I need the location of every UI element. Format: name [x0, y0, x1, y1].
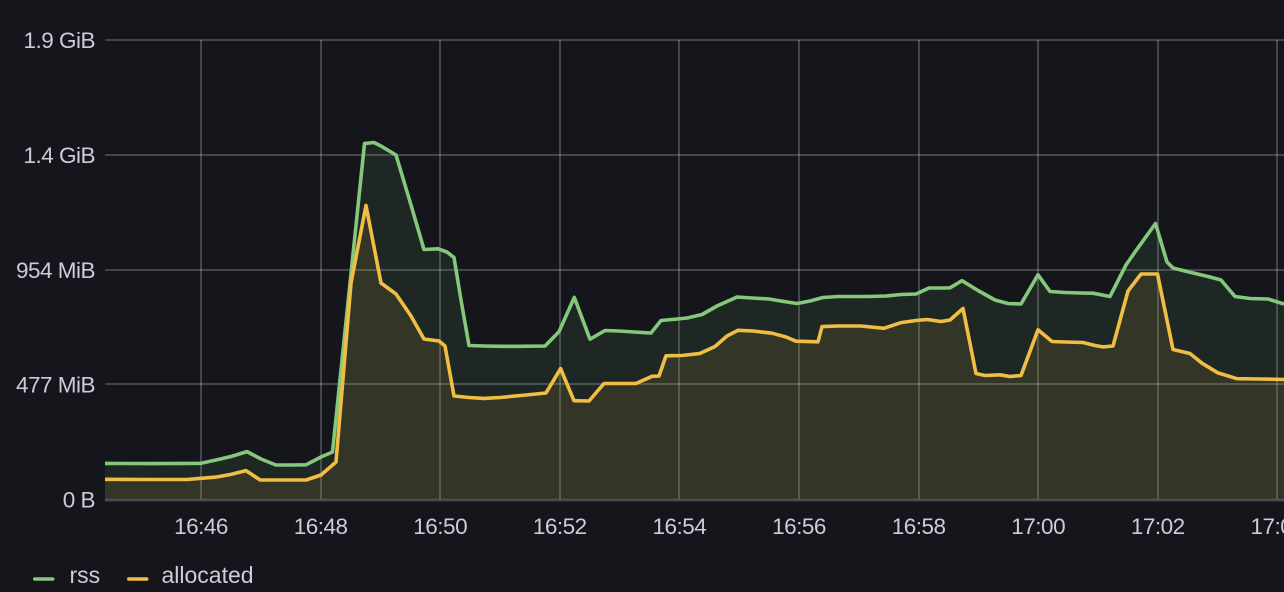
svg-text:rss: rss: [70, 562, 101, 588]
svg-text:16:56: 16:56: [772, 514, 826, 539]
svg-text:477 MiB: 477 MiB: [16, 372, 95, 397]
svg-text:1.9 GiB: 1.9 GiB: [23, 28, 95, 53]
svg-text:0 B: 0 B: [63, 488, 95, 513]
svg-text:16:48: 16:48: [294, 514, 348, 539]
svg-text:16:46: 16:46: [174, 514, 228, 539]
svg-text:allocated: allocated: [162, 562, 254, 588]
svg-text:17:00: 17:00: [1011, 514, 1065, 539]
svg-text:1.4 GiB: 1.4 GiB: [23, 143, 95, 168]
svg-text:954 MiB: 954 MiB: [16, 258, 95, 283]
svg-text:17:04: 17:04: [1250, 514, 1284, 539]
svg-text:17:02: 17:02: [1131, 514, 1185, 539]
svg-text:16:54: 16:54: [652, 514, 706, 539]
svg-text:16:58: 16:58: [892, 514, 946, 539]
svg-text:16:50: 16:50: [413, 514, 467, 539]
svg-text:16:52: 16:52: [533, 514, 587, 539]
